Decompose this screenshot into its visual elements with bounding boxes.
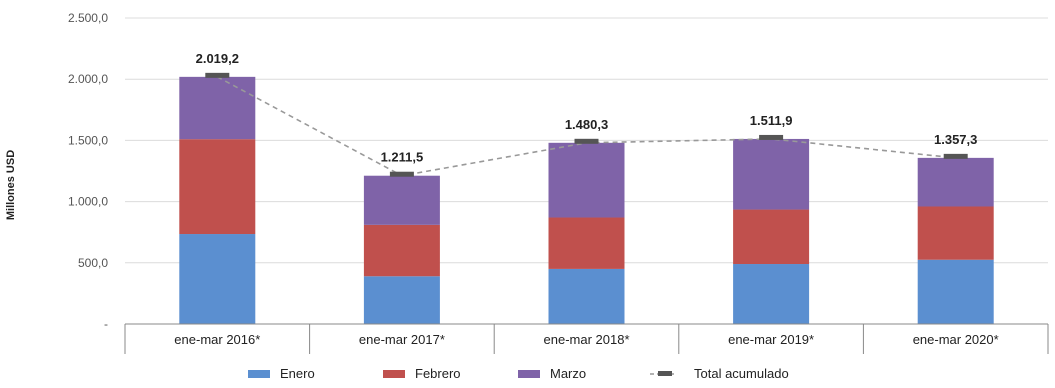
bar-segment-febrero [548, 217, 625, 269]
total-line: 2.019,2 1.211,5 1.480,3 1.511,9 1.357,3 [196, 51, 977, 177]
legend-item: Total acumulado [650, 366, 789, 381]
bar-segment-enero [917, 259, 994, 324]
legend-swatch [518, 370, 540, 378]
bar-segment-marzo [733, 138, 810, 210]
total-data-label: 1.511,9 [750, 113, 793, 128]
total-data-label: 1.211,5 [381, 150, 424, 165]
total-data-label: 2.019,2 [196, 51, 239, 66]
bar-stack [733, 138, 810, 324]
y-tick-label: 500,0 [78, 256, 108, 270]
legend-label: Total acumulado [694, 366, 789, 381]
y-tick-label: 1.000,0 [68, 195, 108, 209]
bar-segment-marzo [548, 142, 625, 218]
bar-stack [363, 175, 440, 324]
category-label: ene-mar 2016* [174, 332, 260, 347]
total-marker [574, 138, 599, 144]
y-axis-ticks: - 500,0 1.000,0 1.500,0 2.000,0 2.500,0 [68, 11, 108, 331]
legend-swatch [248, 370, 270, 378]
legend-label: Enero [280, 366, 315, 381]
total-data-label: 1.480,3 [565, 117, 608, 132]
bar-stacks [179, 76, 994, 324]
legend-item: Enero [248, 366, 315, 381]
total-marker [943, 153, 968, 159]
y-tick-label: 2.000,0 [68, 72, 108, 86]
total-marker [759, 134, 784, 140]
total-data-label: 1.357,3 [934, 132, 977, 147]
legend-item: Febrero [383, 366, 461, 381]
total-marker [389, 171, 414, 177]
legend-label: Marzo [550, 366, 586, 381]
bar-segment-febrero [363, 224, 440, 277]
category-label: ene-mar 2018* [544, 332, 630, 347]
category-label: ene-mar 2020* [913, 332, 999, 347]
bar-segment-marzo [363, 175, 440, 225]
category-label: ene-mar 2019* [728, 332, 814, 347]
y-tick-label: 2.500,0 [68, 11, 108, 25]
bar-segment-febrero [917, 206, 994, 260]
y-tick-label: 1.500,0 [68, 133, 108, 147]
bar-segment-marzo [179, 76, 256, 140]
total-marker [205, 72, 230, 78]
bar-stack [179, 76, 256, 324]
legend-label: Febrero [415, 366, 461, 381]
bar-segment-enero [179, 234, 256, 324]
bar-segment-enero [363, 276, 440, 324]
bar-segment-marzo [917, 157, 994, 207]
bar-segment-febrero [733, 209, 810, 265]
legend-item: Marzo [518, 366, 586, 381]
legend-marker [658, 371, 672, 376]
bar-stack [917, 157, 994, 324]
bar-stack [548, 142, 625, 324]
x-axis: ene-mar 2016* ene-mar 2017* ene-mar 2018* e… [124, 323, 1049, 354]
bar-segment-enero [733, 264, 810, 324]
bar-segment-febrero [179, 139, 256, 235]
bar-segment-enero [548, 268, 625, 324]
legend-swatch [383, 370, 405, 378]
legend: Enero Febrero Marzo Total acumulado [248, 366, 789, 381]
y-axis-label: Millones USD [5, 150, 17, 220]
category-label: ene-mar 2017* [359, 332, 445, 347]
y-tick-label: - [104, 317, 108, 331]
